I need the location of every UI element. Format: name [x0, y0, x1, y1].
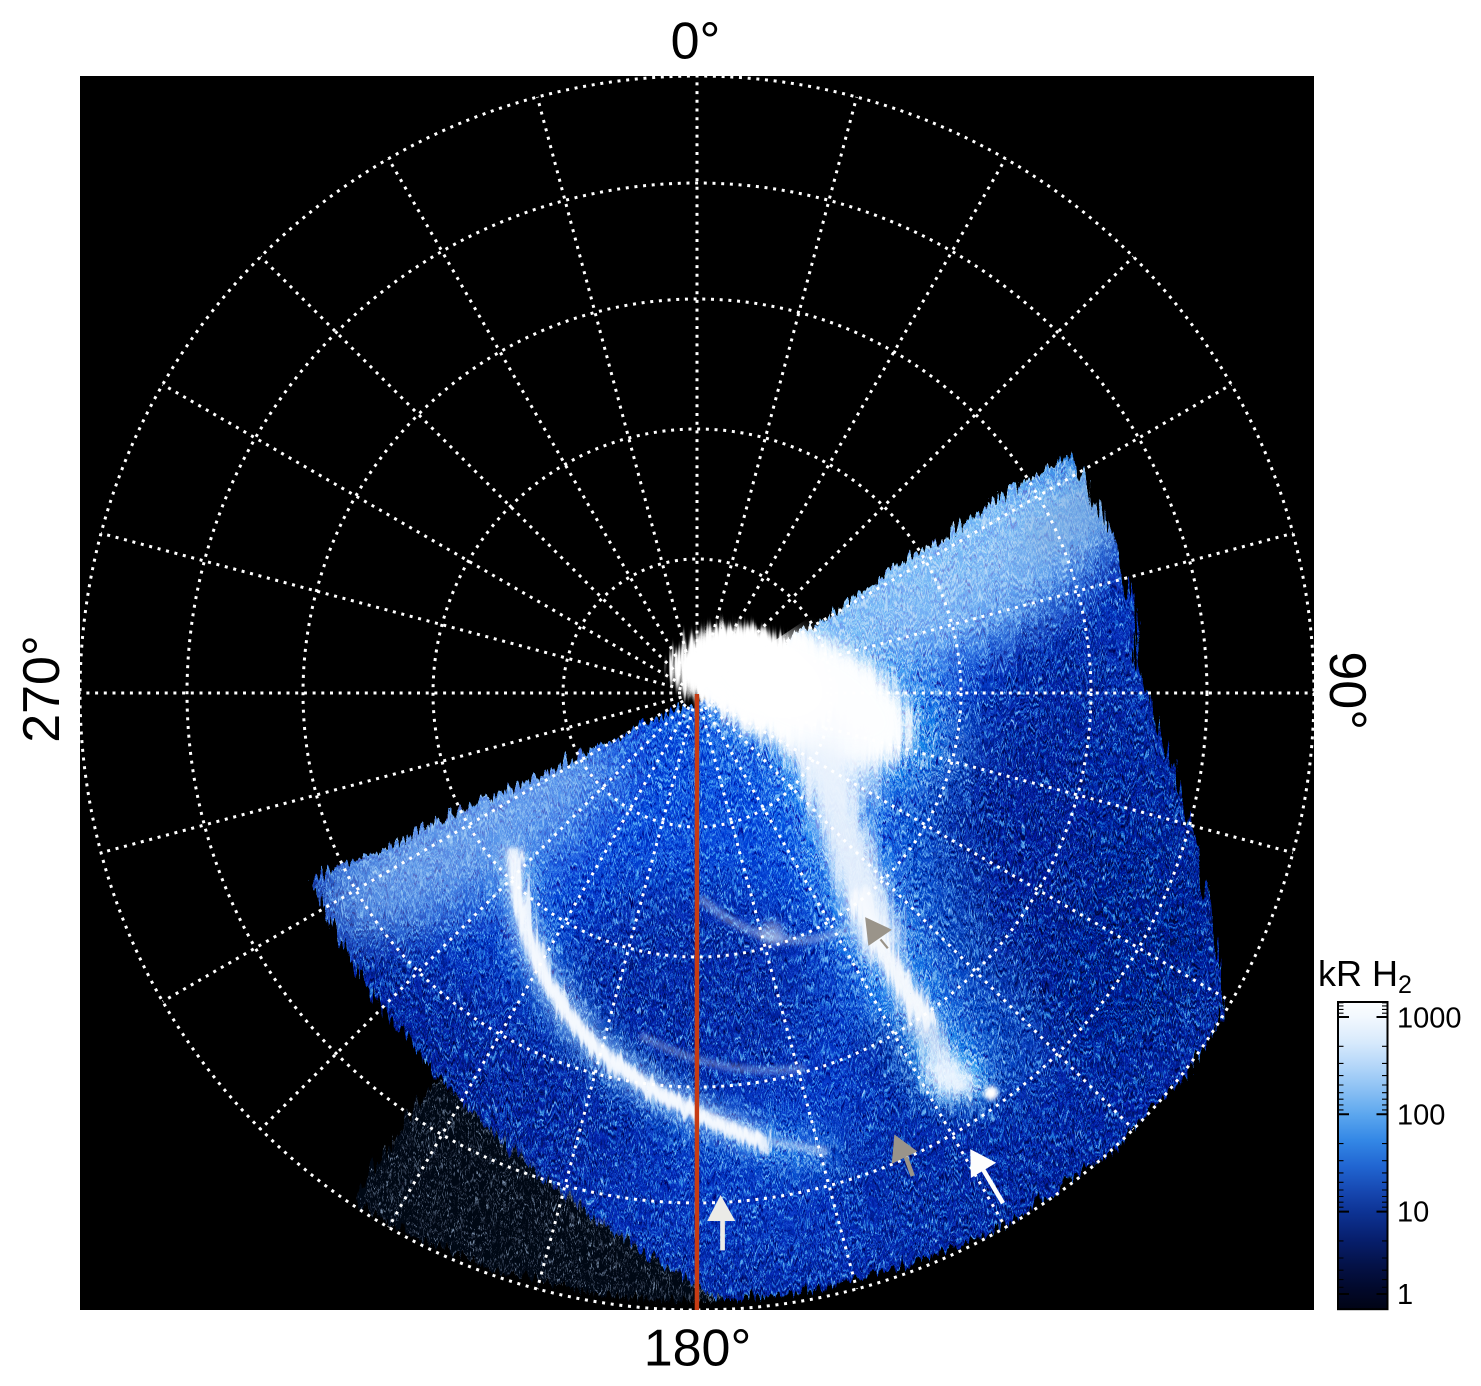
svg-text:180°: 180° — [644, 1320, 752, 1378]
svg-text:100: 100 — [1397, 1100, 1445, 1132]
svg-text:10: 10 — [1397, 1197, 1429, 1229]
svg-text:1: 1 — [1397, 1279, 1413, 1311]
svg-text:1000: 1000 — [1397, 1003, 1462, 1035]
svg-text:kR H2: kR H2 — [1318, 953, 1412, 999]
svg-text:270°: 270° — [13, 635, 71, 743]
svg-text:90°: 90° — [1318, 651, 1376, 730]
svg-text:0°: 0° — [671, 13, 721, 71]
